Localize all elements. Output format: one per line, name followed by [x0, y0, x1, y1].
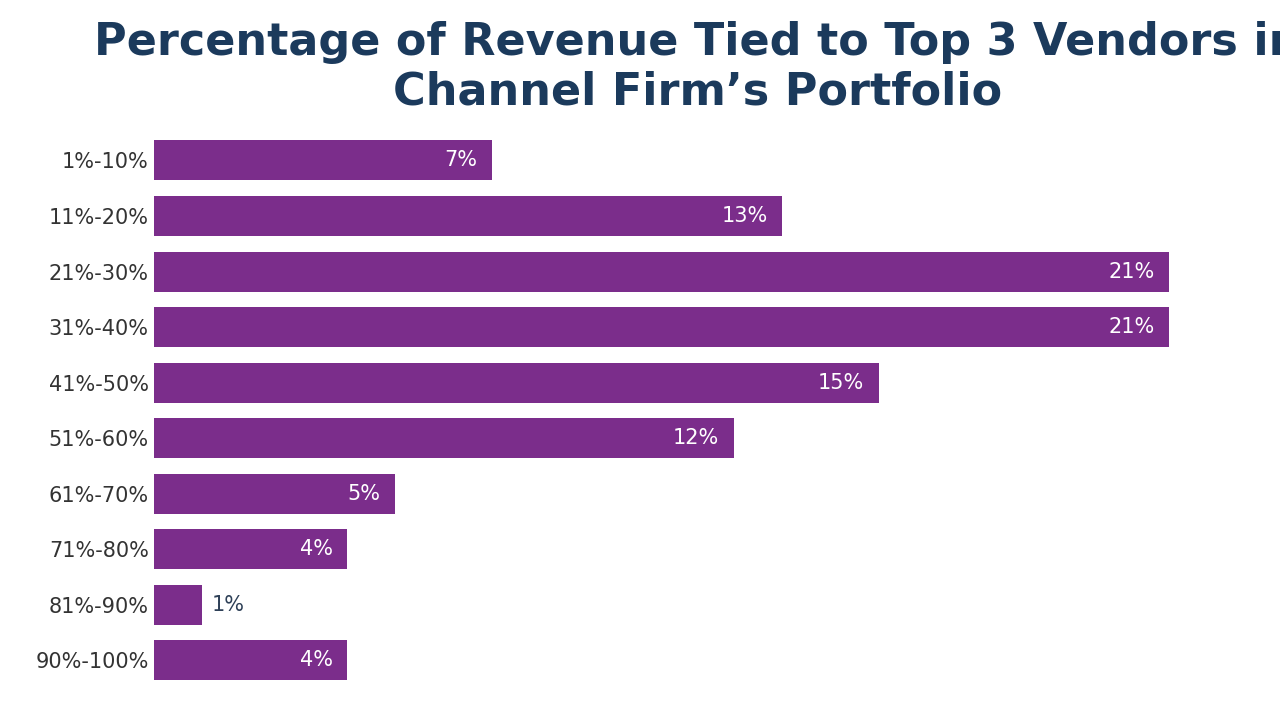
Text: 13%: 13%	[722, 206, 768, 226]
Bar	[154, 474, 396, 514]
Bar	[154, 251, 1169, 292]
Bar	[154, 307, 1169, 347]
Text: 21%: 21%	[1108, 261, 1155, 282]
Text: 4%: 4%	[300, 539, 333, 559]
Text: 7%: 7%	[444, 150, 477, 171]
Text: 1%: 1%	[211, 595, 244, 615]
Text: 21%: 21%	[1108, 317, 1155, 337]
Bar	[154, 363, 879, 402]
Bar	[154, 140, 492, 181]
Title: Percentage of Revenue Tied to Top 3 Vendors in
Channel Firm’s Portfolio: Percentage of Revenue Tied to Top 3 Vend…	[95, 21, 1280, 114]
Bar	[154, 196, 782, 236]
Bar	[154, 529, 347, 570]
Text: 15%: 15%	[818, 373, 864, 392]
Text: 5%: 5%	[348, 484, 381, 504]
Text: 12%: 12%	[673, 428, 719, 448]
Text: 4%: 4%	[300, 650, 333, 670]
Bar	[154, 418, 733, 458]
Bar	[154, 640, 347, 680]
Bar	[154, 585, 202, 625]
